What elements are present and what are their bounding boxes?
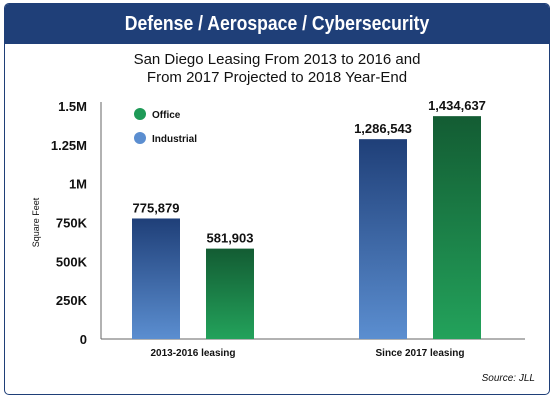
bar-industrial-2 (359, 139, 407, 339)
x-category-label: 2013-2016 leasing (150, 348, 235, 359)
y-tick-label: 750K (56, 216, 88, 231)
data-label: 775,879 (133, 200, 180, 215)
x-category-label: Since 2017 leasing (376, 348, 465, 359)
y-tick-label: 250K (56, 293, 88, 308)
subtitle-line-2: From 2017 Projected to 2018 Year-End (146, 69, 408, 86)
chart-card: Defense / Aerospace / Cybersecurity San … (4, 3, 550, 395)
bar-office-2 (433, 116, 481, 340)
bar-industrial-1 (132, 218, 180, 339)
source-note: Source: JLL (481, 373, 535, 384)
data-label: 581,903 (207, 231, 254, 246)
chart-banner: Defense / Aerospace / Cybersecurity (5, 4, 549, 44)
y-axis-label: Square Feet (31, 197, 41, 247)
data-label: 1,434,637 (428, 98, 486, 113)
y-tick-label: 1.25M (51, 138, 87, 153)
subtitle-line-1: San Diego Leasing From 2013 to 2016 and (133, 51, 421, 68)
bar-chart: 0 250K 500K 750K 1M 1.25M 1.5M Square Feet 775,… (31, 98, 525, 359)
legend-label: Industrial (152, 134, 197, 145)
y-tick-label: 0 (80, 332, 87, 347)
y-tick-label: 500K (56, 254, 88, 269)
y-tick-label: 1.5M (58, 99, 87, 114)
legend-label: Office (152, 110, 181, 121)
bar-office-1 (206, 248, 254, 339)
data-label: 1,286,543 (354, 121, 412, 136)
legend-marker-office (134, 108, 146, 120)
banner-title: Defense / Aerospace / Cybersecurity (124, 13, 430, 35)
legend-marker-industrial (134, 132, 146, 144)
y-tick-label: 1M (69, 177, 87, 192)
